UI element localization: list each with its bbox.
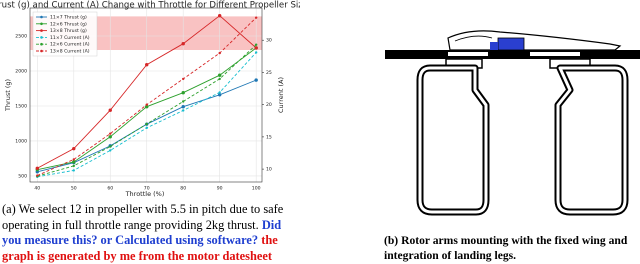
x-tick-label: 80	[180, 186, 186, 192]
y-tick-label: 2500	[15, 33, 27, 39]
point	[145, 126, 148, 130]
point	[182, 100, 185, 103]
point	[217, 73, 222, 77]
point	[182, 77, 185, 81]
landing-leg-inner	[556, 66, 627, 214]
point	[35, 166, 39, 170]
point	[109, 132, 112, 135]
point	[254, 51, 258, 54]
legend-marker	[40, 36, 43, 39]
legend-marker	[40, 49, 43, 53]
point	[72, 164, 75, 168]
point	[254, 16, 258, 19]
legend-marker	[40, 29, 43, 32]
caption-question: Did you measure this? or Calculated usin…	[2, 217, 282, 248]
point	[109, 149, 112, 152]
legend-label: 11×7 Thrust (g)	[50, 15, 87, 21]
caption-text: (a) We select 12 in propeller with 5.5 i…	[2, 202, 284, 232]
x-tick-label: 100	[252, 186, 261, 192]
point	[254, 78, 258, 82]
y-tick-label: 2000	[15, 68, 27, 74]
x-axis-label: Throttle (%)	[125, 190, 165, 198]
point	[72, 146, 76, 151]
point	[217, 93, 222, 97]
legend-label: 12×6 Current (A)	[50, 42, 90, 48]
point	[254, 46, 258, 50]
arm-gap	[530, 52, 580, 56]
landing-leg-inner	[418, 66, 488, 214]
legend-box	[32, 11, 98, 57]
point	[181, 104, 185, 109]
legend-marker	[40, 42, 43, 46]
point	[72, 160, 76, 164]
plot-frame	[29, 7, 263, 183]
rotor-arm	[385, 50, 640, 59]
point	[218, 77, 221, 81]
legend-label: 11×7 Current (A)	[50, 35, 90, 41]
point	[108, 108, 112, 112]
wing-detail	[454, 35, 493, 42]
point	[182, 109, 185, 112]
y-tick-label: 1000	[15, 138, 27, 144]
x-tick-label: 70	[144, 186, 150, 192]
y-tick-label: 1500	[15, 103, 27, 109]
x-tick-label: 40	[34, 186, 40, 192]
point	[254, 43, 258, 46]
legend-label: 13×8 Thrust (g)	[50, 28, 87, 34]
point	[181, 41, 185, 46]
x-tick-label: 50	[71, 186, 77, 192]
point	[218, 91, 221, 94]
point	[145, 104, 149, 109]
point	[72, 158, 75, 161]
caption-b: (b) Rotor arms mounting with the fixed w…	[384, 234, 628, 262]
legend-marker	[40, 15, 43, 19]
y2-tick-label: 10	[266, 167, 272, 173]
chart-title: Thrust (g) and Current (A) Change with T…	[0, 1, 300, 11]
y2-tick-label: 30	[266, 38, 272, 44]
y2-tick-label: 25	[266, 70, 272, 76]
payload	[490, 42, 498, 50]
point	[72, 169, 75, 172]
x-tick-label: 60	[107, 186, 113, 192]
payload	[497, 37, 525, 51]
y-tick-label: 500	[18, 173, 27, 179]
caption-a: (a) We select 12 in propeller with 5.5 i…	[2, 202, 302, 264]
y2-tick-label: 20	[266, 102, 272, 108]
y2-axis-label: Current (A)	[277, 77, 285, 113]
point	[145, 62, 149, 67]
point	[145, 122, 148, 126]
wing	[447, 30, 622, 51]
x-tick-label: 90	[217, 186, 223, 192]
point	[218, 51, 221, 55]
point	[217, 13, 222, 18]
y2-tick-label: 15	[266, 134, 272, 140]
point	[145, 103, 148, 106]
arm-gap	[448, 52, 488, 56]
chart: Thrust (g) and Current (A) Change with T…	[0, 1, 300, 199]
caption-reply: the graph is generated by me from the mo…	[2, 233, 278, 263]
landing-leg	[554, 64, 629, 216]
point	[109, 145, 112, 148]
point	[181, 90, 185, 95]
legend-label: 12×6 Thrust (g)	[50, 21, 87, 27]
point	[36, 174, 39, 177]
rotor-diagram	[385, 30, 640, 216]
point	[108, 135, 112, 139]
legend-marker	[40, 22, 43, 26]
legend-label: 13×8 Current (A)	[50, 49, 90, 55]
y-axis-label: Thrust (g)	[4, 79, 12, 112]
